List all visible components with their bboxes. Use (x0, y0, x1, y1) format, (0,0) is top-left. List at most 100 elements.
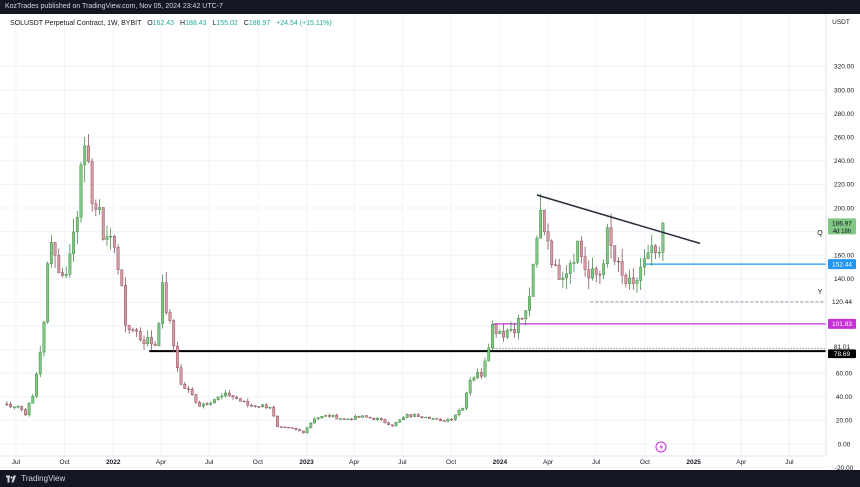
candle-body[interactable] (531, 263, 535, 297)
candle-body[interactable] (64, 274, 68, 276)
candle-body[interactable] (35, 373, 38, 397)
candle-body[interactable] (413, 414, 416, 417)
price-chart[interactable]: 320.00 300.00 280.00 260.00 240.00 220.00 200.… (0, 14, 860, 472)
candle-body[interactable] (220, 395, 224, 398)
candle-body[interactable] (339, 418, 342, 420)
candle-body[interactable] (172, 320, 176, 347)
candle-body[interactable] (546, 231, 550, 242)
candle-body[interactable] (650, 245, 654, 253)
candle-body[interactable] (20, 406, 24, 410)
candle-body[interactable] (498, 331, 502, 334)
candle-body[interactable] (416, 414, 420, 418)
candle-body[interactable] (405, 414, 409, 418)
candle-body[interactable] (31, 396, 35, 404)
candle-body[interactable] (216, 396, 220, 400)
candle-body[interactable] (168, 312, 172, 321)
candle-body[interactable] (246, 401, 250, 406)
candle-body[interactable] (572, 261, 576, 264)
candle-body[interactable] (487, 347, 491, 362)
candle-body[interactable] (468, 379, 472, 394)
candle-body[interactable] (550, 240, 554, 265)
candle-body[interactable] (628, 277, 631, 284)
candle-body[interactable] (190, 389, 194, 395)
trendline-group[interactable] (536, 194, 701, 245)
candle-body[interactable] (75, 216, 79, 233)
candle-body[interactable] (542, 209, 546, 232)
candle-body[interactable] (213, 399, 216, 404)
candle-body[interactable] (346, 418, 350, 420)
candle-body[interactable] (150, 337, 153, 345)
candle-body[interactable] (420, 416, 424, 418)
candle-body[interactable] (639, 266, 643, 281)
candle-body[interactable] (257, 406, 261, 408)
candle-body[interactable] (272, 407, 276, 417)
candle-body[interactable] (183, 384, 187, 389)
candle-body[interactable] (557, 264, 561, 280)
candle-body[interactable] (235, 396, 239, 399)
candle-body[interactable] (539, 209, 543, 239)
candle-body[interactable] (109, 236, 113, 238)
candle-body[interactable] (661, 223, 665, 253)
candle-body[interactable] (502, 331, 505, 338)
candle-body[interactable] (324, 415, 328, 417)
candle-body[interactable] (127, 325, 131, 330)
candle-body[interactable] (290, 427, 294, 429)
candle-body[interactable] (402, 417, 405, 421)
candle-body[interactable] (561, 277, 565, 280)
candle-body[interactable] (387, 422, 391, 426)
candle-body[interactable] (72, 231, 75, 255)
candle-body[interactable] (491, 324, 494, 349)
candle-body[interactable] (620, 261, 624, 276)
candle-body[interactable] (201, 403, 205, 407)
candles[interactable] (5, 134, 665, 434)
candle-body[interactable] (476, 372, 479, 379)
candle-body[interactable] (283, 426, 287, 428)
candle-body[interactable] (398, 419, 402, 423)
candle-body[interactable] (305, 427, 309, 434)
candle-body[interactable] (94, 203, 98, 210)
candle-body[interactable] (83, 145, 87, 166)
candle-body[interactable] (227, 392, 231, 396)
candle-body[interactable] (90, 161, 94, 204)
candle-body[interactable] (131, 329, 135, 331)
candle-body[interactable] (446, 419, 450, 422)
candle-body[interactable] (198, 402, 202, 407)
candle-body[interactable] (157, 323, 161, 346)
candle-body[interactable] (591, 268, 594, 279)
candle-body[interactable] (209, 402, 213, 405)
candle-body[interactable] (372, 417, 376, 420)
candle-body[interactable] (565, 273, 568, 279)
candle-body[interactable] (342, 418, 346, 420)
candle-body[interactable] (224, 392, 227, 397)
candle-body[interactable] (253, 405, 257, 407)
candle-body[interactable] (513, 328, 517, 334)
candle-body[interactable] (642, 258, 646, 268)
candle-body[interactable] (294, 428, 298, 430)
candle-body[interactable] (394, 422, 398, 427)
candle-body[interactable] (57, 255, 61, 273)
candle-body[interactable] (602, 263, 606, 275)
candle-body[interactable] (424, 416, 428, 419)
candle-body[interactable] (594, 268, 598, 275)
time-axis[interactable]: Jul Oct 2022 Apr Jul Oct 2023 Apr Jul Oct 2024 Apr J… (12, 459, 794, 466)
candle-body[interactable] (301, 430, 305, 434)
candle-body[interactable] (101, 207, 105, 240)
candle-body[interactable] (264, 404, 268, 408)
candle-body[interactable] (313, 418, 316, 424)
candle-body[interactable] (238, 398, 242, 402)
candle-body[interactable] (164, 282, 168, 313)
candle-body[interactable] (509, 328, 513, 331)
candle-body[interactable] (242, 400, 246, 403)
candle-body[interactable] (112, 236, 116, 248)
candle-body[interactable] (657, 252, 661, 254)
candle-body[interactable] (261, 404, 265, 408)
descending-trendline[interactable] (536, 194, 701, 245)
candle-body[interactable] (331, 414, 335, 417)
candle-body[interactable] (520, 318, 524, 320)
candle-body[interactable] (617, 260, 620, 263)
candle-body[interactable] (457, 410, 461, 416)
candle-body[interactable] (439, 418, 442, 421)
candle-body[interactable] (494, 324, 498, 334)
chart-area[interactable]: 320.00 300.00 280.00 260.00 240.00 220.00 200.… (0, 14, 860, 472)
candle-body[interactable] (646, 252, 650, 259)
